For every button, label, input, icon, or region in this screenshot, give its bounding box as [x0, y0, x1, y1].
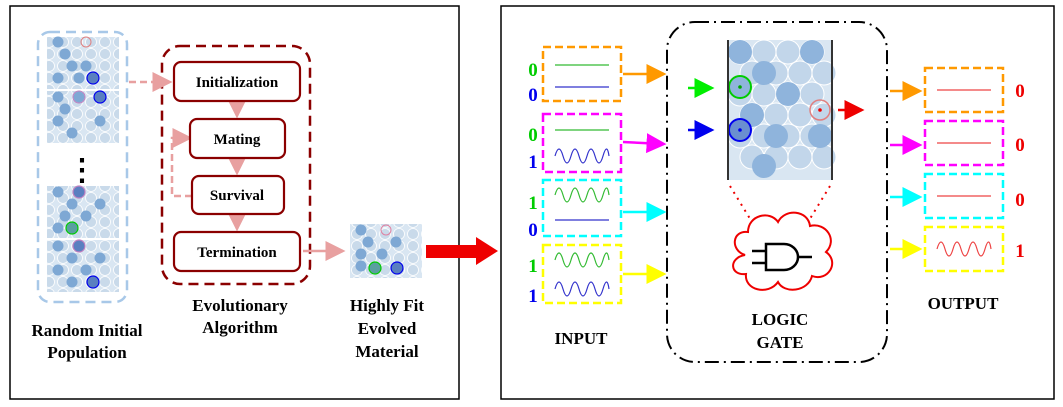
stage-mating: Mating — [188, 117, 287, 160]
stage-termination: Termination — [172, 230, 302, 273]
population-tile — [47, 36, 119, 89]
right-panel-frame — [500, 5, 1055, 400]
stage-initialization: Initialization — [172, 60, 302, 103]
svg-text:Survival: Survival — [210, 188, 264, 204]
and-gate-icon — [752, 242, 812, 272]
evolved-label-line2: Evolved — [358, 319, 417, 338]
input-b-bit: 0 — [528, 85, 538, 106]
svg-text:Termination: Termination — [197, 245, 277, 261]
left-panel-frame — [9, 5, 460, 400]
input-a-bit: 1 — [528, 256, 538, 277]
ea-label-line2: Algorithm — [202, 318, 278, 337]
input-row: 0 0 — [528, 45, 667, 106]
input-a-bit: 1 — [528, 193, 538, 214]
svg-text:Initialization: Initialization — [196, 75, 279, 91]
input-row: 1 0 — [528, 178, 667, 241]
population-box — [36, 30, 129, 304]
input-a-bit: 0 — [528, 60, 538, 81]
input-row: 1 1 — [528, 243, 667, 307]
output-bit: 0 — [1015, 135, 1025, 156]
population-tile — [47, 90, 119, 143]
input-signal-box — [541, 243, 623, 305]
cloud-connector-left — [729, 185, 753, 223]
output-bit: 0 — [1015, 190, 1025, 211]
output-row: 1 — [890, 225, 1025, 273]
svg-text:Mating: Mating — [214, 132, 261, 148]
input-row: 0 1 — [528, 112, 667, 174]
output-signal-box — [923, 172, 1005, 220]
output-label: OUTPUT — [928, 294, 1000, 313]
ea-box — [160, 44, 312, 286]
gate-label-line1: LOGIC — [752, 310, 809, 329]
input-signal-box — [541, 112, 623, 174]
input-signal-box — [541, 178, 623, 238]
cloud-connector-right — [807, 185, 831, 223]
population-tile — [47, 239, 119, 292]
ellipsis: ⋮ — [67, 154, 97, 187]
logic-gate-box — [666, 21, 888, 363]
and-gate-cloud — [732, 211, 833, 291]
survival-loop-arrow — [170, 128, 193, 198]
output-signal-box — [923, 225, 1005, 273]
input-signal-box — [541, 45, 623, 103]
evolved-label-line3: Material — [355, 342, 419, 361]
population-label-line2: Population — [47, 343, 127, 362]
ea-label-line1: Evolutionary — [192, 296, 288, 315]
output-bit: 0 — [1015, 81, 1025, 102]
output-row: 0 — [890, 172, 1025, 220]
output-signal-box — [923, 66, 1005, 114]
stage-survival: Survival — [190, 174, 286, 216]
gate-label-line2: GATE — [757, 333, 804, 352]
population-label-line1: Random Initial — [32, 321, 143, 340]
input-b-bit: 1 — [528, 286, 538, 307]
evolved-material-tile — [350, 224, 422, 278]
evolved-label-line1: Highly Fit — [350, 296, 424, 315]
output-signal-box — [923, 119, 1005, 167]
output-bit: 1 — [1015, 241, 1025, 262]
big-transition-arrow — [426, 237, 498, 265]
input-label: INPUT — [555, 329, 609, 348]
input-arrow — [622, 133, 667, 154]
input-a-bit: 0 — [528, 125, 538, 146]
output-row: 0 — [890, 119, 1025, 167]
input-b-bit: 0 — [528, 220, 538, 241]
input-b-bit: 1 — [528, 152, 538, 173]
population-tile — [47, 185, 119, 238]
output-row: 0 — [890, 66, 1025, 114]
gate-material — [727, 39, 837, 180]
output-node — [809, 99, 831, 121]
